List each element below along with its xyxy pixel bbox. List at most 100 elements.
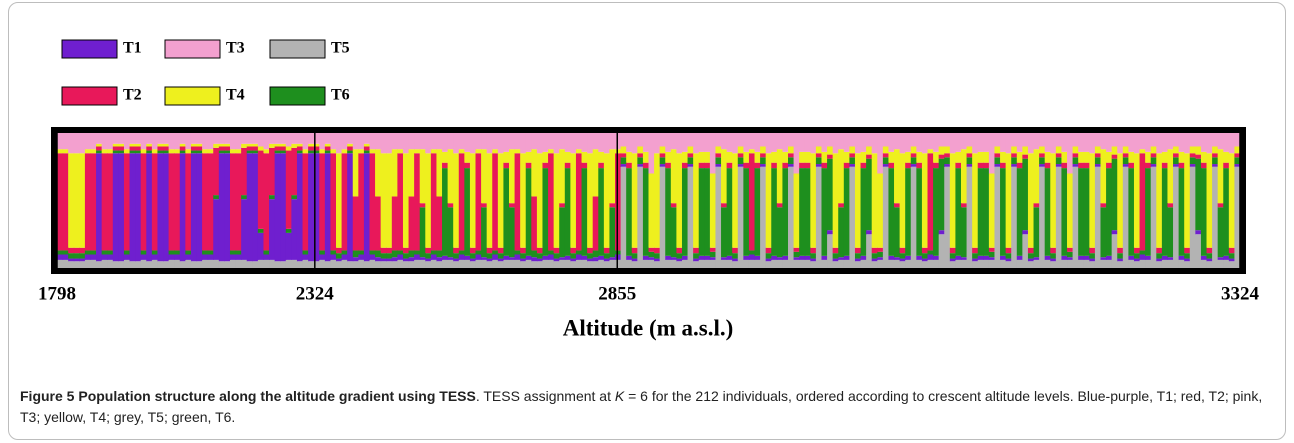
bar-segment: [157, 153, 164, 262]
bar-segment: [341, 259, 348, 268]
bar-segment: [525, 255, 532, 260]
bar-segment: [391, 149, 398, 197]
bar-segment: [726, 168, 733, 256]
bar-segment: [391, 261, 398, 268]
bar-segment: [804, 151, 811, 163]
bar-segment: [246, 146, 253, 151]
bar-segment: [531, 250, 538, 258]
bar-segment: [375, 250, 382, 258]
bar-segment: [190, 133, 198, 144]
bar-segment: [681, 151, 689, 163]
bar-segment: [771, 133, 778, 152]
bar-segment: [1145, 255, 1152, 260]
bar-segment: [1100, 149, 1107, 204]
bar-segment: [659, 146, 666, 154]
bar-segment: [112, 133, 119, 144]
bar-segment: [1223, 151, 1230, 163]
bar-segment: [68, 153, 75, 248]
bar-segment: [319, 133, 326, 150]
bar-segment: [849, 166, 856, 268]
bar-segment: [481, 257, 488, 260]
bar-segment: [358, 133, 365, 150]
bar-segment: [804, 162, 811, 169]
bar-segment: [609, 257, 616, 260]
bar-segment: [1027, 133, 1035, 154]
bar-segment: [799, 168, 806, 256]
bar-segment: [1200, 168, 1208, 256]
bar-segment: [324, 133, 332, 144]
bar-segment: [414, 149, 421, 154]
bar-segment: [229, 133, 237, 150]
bar-segment: [1195, 133, 1202, 147]
bar-segment: [369, 133, 376, 150]
bar-segment: [1234, 146, 1241, 154]
bar-segment: [1206, 253, 1213, 259]
bar-segment: [514, 259, 521, 268]
bar-segment: [793, 247, 800, 252]
bar-segment: [140, 250, 147, 255]
bar-segment: [899, 261, 906, 268]
bar-segment: [1161, 162, 1169, 169]
bar-segment: [430, 153, 438, 251]
bar-segment: [693, 133, 700, 154]
bar-segment: [575, 153, 583, 251]
bar-segment: [681, 133, 689, 152]
bar-segment: [146, 146, 153, 151]
bar-segment: [1055, 146, 1063, 154]
bar-segment: [771, 151, 778, 163]
bar-segment: [458, 259, 465, 268]
bar-segment: [1089, 261, 1096, 268]
bar-segment: [575, 149, 583, 154]
bar-segment: [157, 146, 164, 151]
bar-segment: [1039, 166, 1046, 268]
bar-segment: [202, 133, 209, 150]
bar-segment: [62, 250, 69, 255]
bar-segment: [1044, 255, 1051, 260]
bar-segment: [882, 164, 890, 167]
bar-segment: [190, 261, 198, 268]
bar-segment: [1189, 133, 1196, 147]
bar-segment: [1128, 255, 1135, 260]
bar-segment: [681, 255, 689, 260]
bar-segment: [280, 143, 287, 147]
bar-segment: [754, 151, 761, 163]
bar-segment: [96, 153, 103, 262]
bar-segment: [587, 133, 594, 154]
bar-segment: [229, 149, 237, 154]
bar-segment: [704, 255, 711, 260]
bar-segment: [933, 162, 940, 169]
bar-segment: [910, 146, 917, 154]
bar-segment: [676, 253, 683, 259]
bar-segment: [1161, 168, 1169, 256]
bar-segment: [687, 153, 694, 158]
bar-segment: [726, 162, 733, 169]
bar-segment: [386, 133, 393, 154]
bar-segment: [179, 143, 186, 147]
bar-segment: [933, 133, 940, 152]
bar-segment: [1000, 168, 1007, 256]
bar-segment: [1234, 166, 1241, 268]
bar-segment: [615, 133, 622, 150]
bar-segment: [899, 133, 906, 154]
bar-segment: [57, 254, 64, 260]
bar-segment: [112, 150, 119, 154]
bar-segment: [1150, 153, 1157, 158]
bar-segment: [933, 168, 940, 256]
bar-segment: [832, 133, 839, 154]
bar-segment: [972, 253, 979, 259]
bar-segment: [135, 261, 142, 268]
bar-segment: [408, 149, 415, 197]
bar-segment: [1061, 133, 1068, 152]
bar-segment: [642, 168, 650, 256]
bar-segment: [821, 168, 828, 256]
bar-segment: [296, 153, 304, 262]
bar-segment: [665, 133, 672, 152]
bar-segment: [257, 150, 265, 229]
bar-segment: [246, 143, 253, 147]
bar-segment: [559, 257, 566, 260]
bar-segment: [743, 168, 750, 256]
bar-segment: [1228, 247, 1236, 254]
bar-segment: [1133, 258, 1141, 262]
bar-segment: [1206, 133, 1213, 154]
bar-segment: [118, 150, 125, 154]
